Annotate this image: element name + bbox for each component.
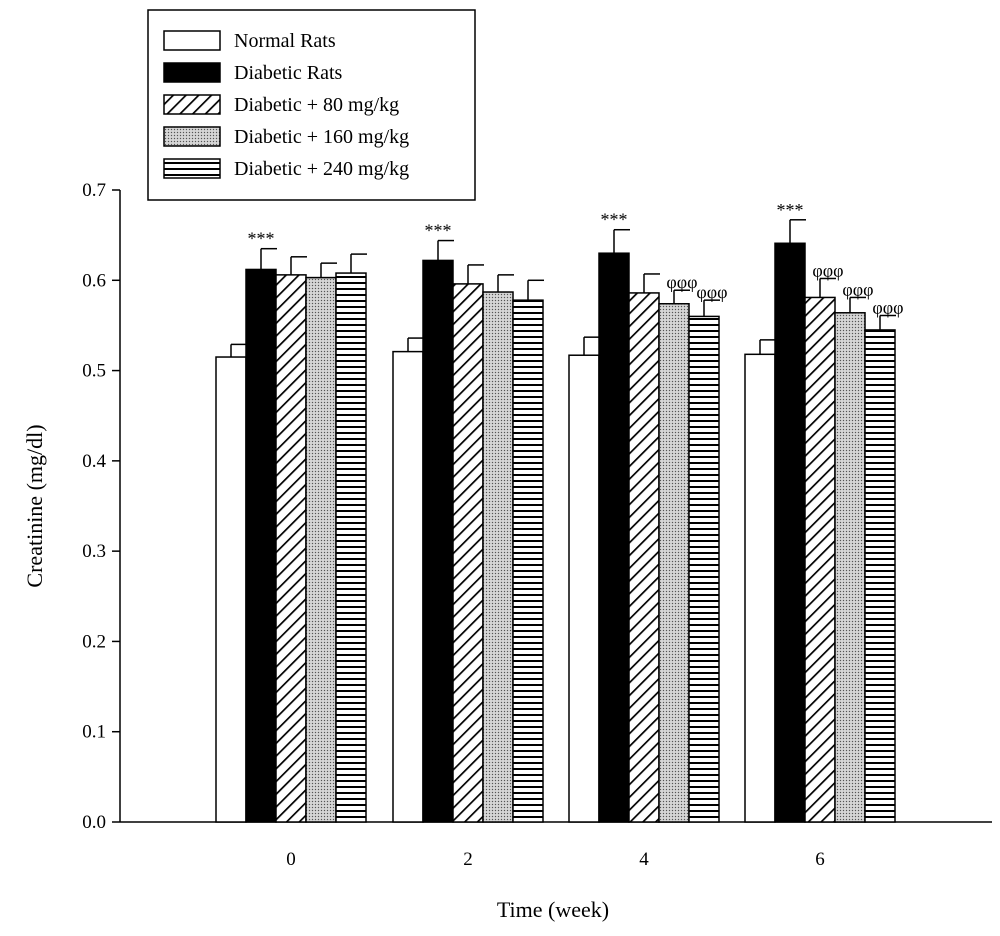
bar	[422, 259, 454, 823]
y-tick-label: 0.5	[82, 361, 106, 382]
bar	[658, 303, 690, 823]
x-tick-label: 0	[286, 849, 296, 870]
significance-label: φφφ	[666, 272, 697, 292]
significance-label: ***	[777, 200, 804, 220]
bar	[598, 252, 630, 823]
y-tick-label: 0.3	[82, 541, 106, 562]
legend-label: Diabetic + 160 mg/kg	[234, 126, 409, 148]
bar	[628, 292, 660, 823]
bar	[482, 291, 514, 823]
bar	[804, 296, 836, 823]
significance-label: ***	[425, 221, 452, 241]
bar	[864, 329, 896, 823]
significance-label: φφφ	[812, 260, 843, 280]
bar	[392, 350, 424, 823]
legend-swatch	[163, 62, 221, 83]
y-tick-label: 0.7	[82, 180, 106, 201]
x-tick-label: 6	[815, 849, 825, 870]
significance-label: ***	[248, 229, 275, 249]
bar	[335, 272, 367, 823]
bar	[512, 299, 544, 823]
legend-swatch	[163, 126, 221, 147]
significance-label: φφφ	[842, 279, 873, 299]
y-tick-label: 0.4	[82, 451, 106, 472]
legend-swatch	[163, 158, 221, 179]
significance-label: ***	[601, 210, 628, 230]
bar	[245, 268, 277, 823]
bar	[834, 312, 866, 823]
legend-label: Diabetic + 240 mg/kg	[234, 158, 409, 180]
bar	[688, 315, 720, 823]
x-tick-label: 4	[639, 849, 649, 870]
legend: Normal Rats Diabetic Rats Diabetic + 80 mg…	[147, 9, 476, 201]
x-tick-label: 2	[463, 849, 473, 870]
legend-swatch	[163, 94, 221, 115]
bar	[774, 242, 806, 823]
legend-label: Normal Rats	[234, 30, 336, 52]
bar	[215, 356, 247, 823]
bar	[275, 274, 307, 823]
bar	[568, 354, 600, 823]
legend-label: Diabetic Rats	[234, 62, 343, 84]
bar	[452, 283, 484, 823]
bar	[744, 353, 776, 823]
y-tick-label: 0.1	[82, 722, 106, 743]
y-tick-label: 0.6	[82, 270, 106, 291]
legend-swatch	[163, 30, 221, 51]
x-axis-title: Time (week)	[497, 897, 609, 922]
significance-label: φφφ	[696, 282, 727, 302]
y-tick-label: 0.2	[82, 631, 106, 652]
legend-label: Diabetic + 80 mg/kg	[234, 94, 399, 116]
significance-label: φφφ	[872, 297, 903, 317]
y-axis-title: Creatinine (mg/dl)	[22, 424, 47, 587]
y-tick-label: 0.0	[82, 812, 106, 833]
bar	[305, 276, 337, 823]
